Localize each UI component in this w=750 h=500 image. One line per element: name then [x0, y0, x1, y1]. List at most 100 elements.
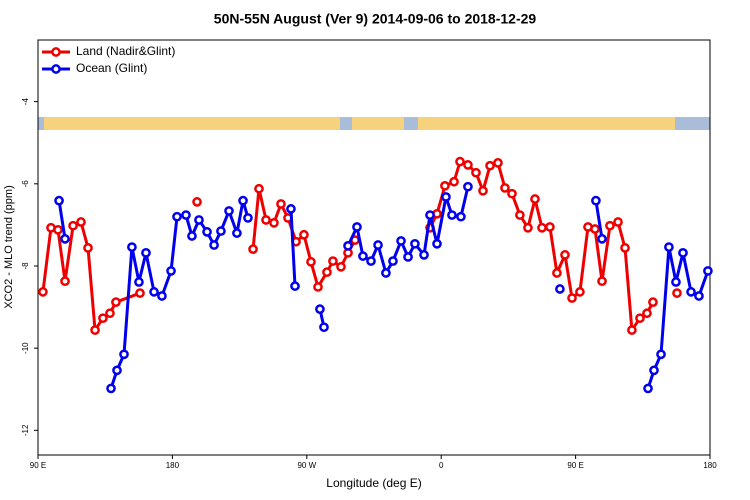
y-tick-label: -8	[21, 262, 30, 270]
data-point	[343, 241, 353, 251]
data-point	[643, 383, 653, 394]
data-point	[447, 210, 457, 220]
data-point	[98, 313, 108, 324]
data-point	[591, 195, 601, 206]
data-point	[613, 217, 623, 227]
data-point	[597, 276, 607, 287]
data-point	[269, 217, 279, 228]
data-point	[254, 183, 264, 194]
data-point	[106, 383, 116, 394]
data-point	[648, 297, 658, 307]
data-point	[112, 365, 122, 376]
data-point	[455, 156, 465, 167]
data-point	[381, 268, 391, 278]
legend-marker	[51, 64, 61, 74]
data-point	[656, 349, 666, 360]
data-point	[224, 206, 234, 216]
data-point	[202, 227, 212, 237]
legend-marker	[51, 47, 61, 57]
x-tick-label: 90 E	[567, 461, 583, 470]
data-point	[530, 194, 540, 204]
data-point	[432, 238, 442, 249]
data-point	[560, 250, 570, 260]
data-point	[485, 160, 495, 171]
land-strip	[38, 117, 710, 130]
data-point	[672, 288, 682, 298]
legend-label: Land (Nadir&Glint)	[76, 44, 175, 58]
data-point	[478, 185, 488, 196]
data-point	[60, 234, 70, 244]
data-point	[352, 222, 362, 232]
legend-label: Ocean (Glint)	[76, 61, 147, 75]
data-point	[523, 222, 533, 233]
data-point	[620, 243, 630, 253]
data-point	[388, 256, 398, 266]
data-point	[166, 266, 176, 276]
data-point	[76, 217, 86, 227]
y-tick-label: -4	[21, 98, 30, 106]
data-point	[649, 365, 659, 376]
data-point	[703, 266, 713, 276]
ocean-strip	[675, 117, 710, 130]
data-point	[537, 222, 547, 233]
data-point	[276, 199, 286, 209]
data-point	[181, 210, 191, 220]
data-point	[440, 181, 450, 191]
data-point	[306, 257, 316, 267]
data-point	[192, 197, 202, 207]
data-point	[635, 313, 645, 324]
data-point	[555, 284, 565, 294]
data-point	[290, 281, 300, 291]
data-point	[209, 240, 219, 250]
data-point	[322, 267, 332, 278]
data-point	[127, 242, 137, 252]
x-axis-label: Longitude (deg E)	[326, 476, 421, 490]
data-point	[597, 234, 607, 244]
data-point	[463, 160, 473, 170]
data-point	[456, 211, 466, 222]
data-point	[119, 349, 129, 360]
x-tick-label: 180	[166, 461, 180, 470]
data-point	[261, 215, 271, 225]
data-point	[410, 238, 420, 249]
data-point	[500, 183, 510, 193]
data-point	[694, 291, 704, 301]
plot-frame	[37, 39, 711, 456]
x-tick-label: 90 W	[297, 461, 316, 470]
data-point	[187, 231, 197, 241]
data-point	[54, 195, 64, 206]
ocean-strip	[38, 117, 44, 130]
ocean-strip	[340, 117, 352, 130]
ocean-strip	[404, 117, 418, 130]
data-point	[111, 297, 121, 307]
data-point	[172, 211, 182, 222]
data-point	[449, 176, 459, 187]
data-point	[299, 229, 309, 240]
series-line	[57, 186, 710, 389]
data-point	[552, 268, 562, 278]
data-point	[83, 243, 93, 253]
data-point	[238, 195, 248, 206]
data-point	[105, 308, 115, 319]
chart-title: 50N-55N August (Ver 9) 2014-09-06 to 201…	[214, 11, 537, 27]
data-point	[545, 222, 555, 232]
data-point	[315, 304, 325, 314]
data-point	[319, 322, 329, 333]
data-point	[216, 226, 226, 236]
y-axis-label: XCO2 - MLO trend (ppm)	[3, 185, 15, 308]
x-tick-label: 180	[703, 461, 717, 470]
data-point	[471, 167, 481, 178]
data-point	[627, 325, 637, 335]
data-point	[678, 247, 688, 258]
data-point	[286, 204, 296, 214]
data-point	[194, 215, 204, 225]
data-point	[515, 210, 525, 220]
data-point	[575, 287, 585, 297]
data-point	[441, 192, 451, 202]
data-point	[328, 256, 338, 266]
data-point	[396, 236, 406, 246]
data-point	[463, 181, 473, 192]
x-tick-label: 90 E	[30, 461, 46, 470]
data-point	[149, 287, 159, 297]
